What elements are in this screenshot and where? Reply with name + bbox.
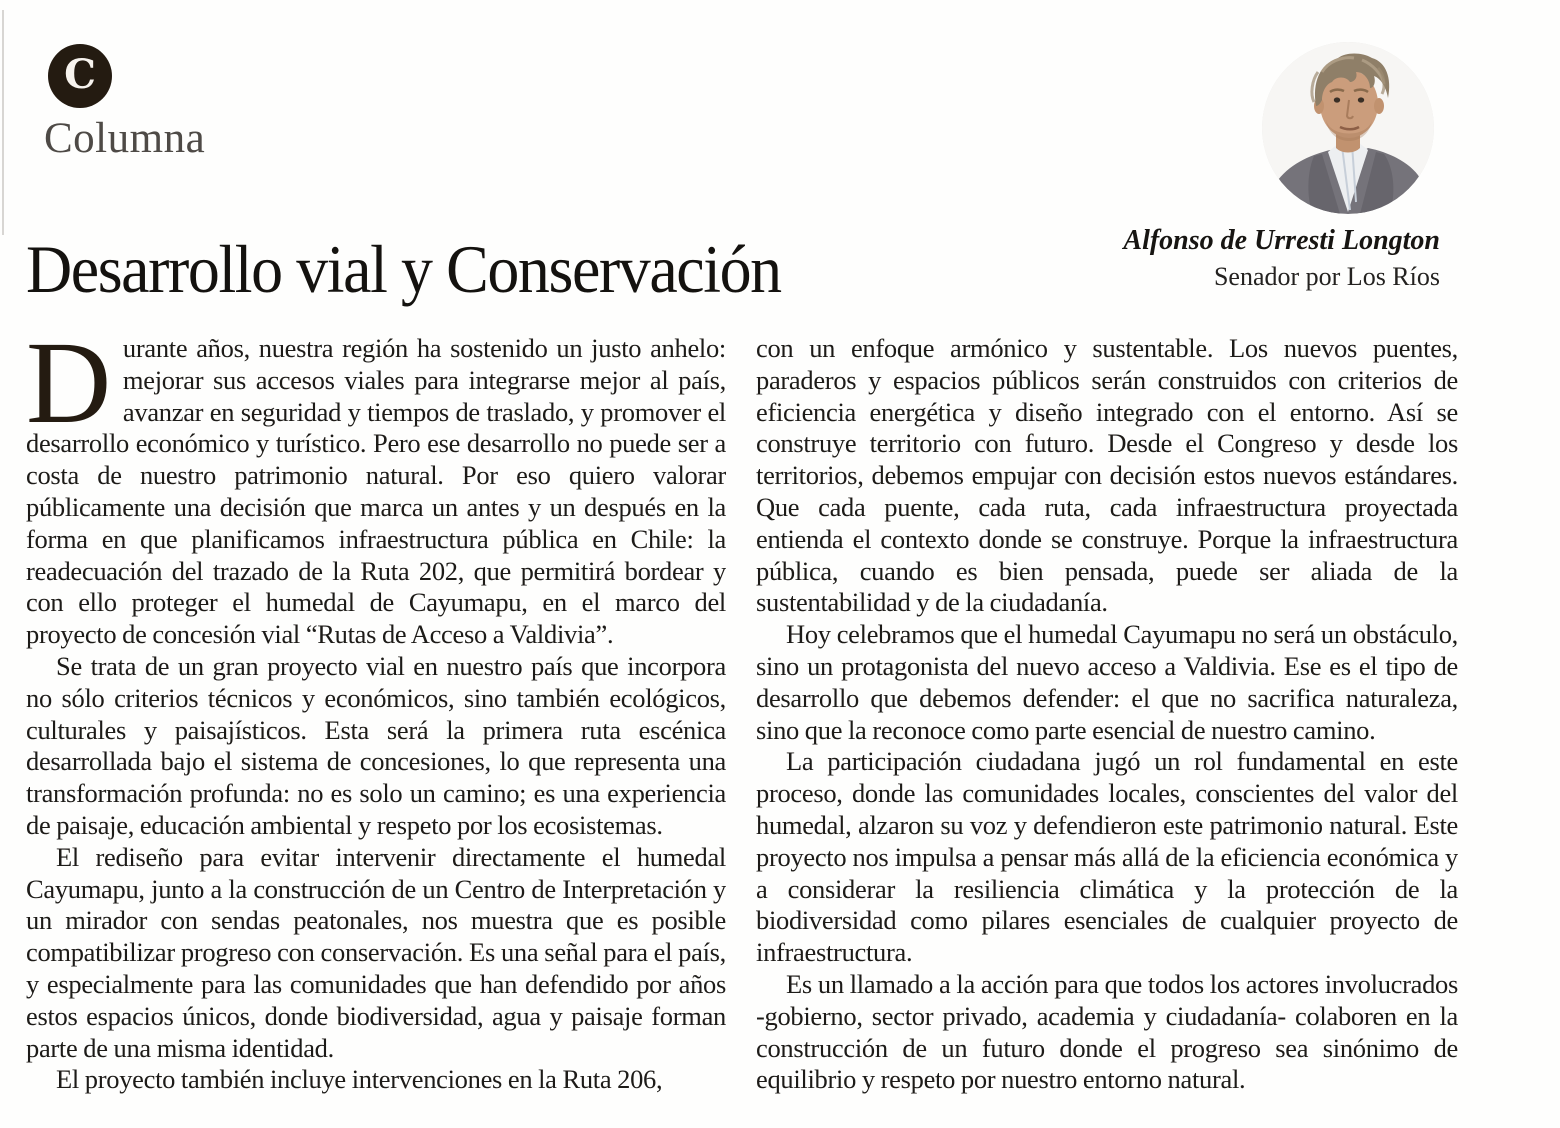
paragraph: El proyecto también incluye intervencion… [56,1064,663,1095]
paragraph: Hoy celebramos que el humedal Cayumapu n… [756,619,1458,745]
author-role: Senador por Los Ríos [1213,261,1440,291]
section-label: Columna [44,115,206,162]
logo-letter-icon: C [64,51,96,98]
author-portrait-photo [1262,42,1434,214]
paragraph-continuation: con un enfoque armónico y sustentable. L… [756,333,1458,618]
author-name: Alfonso de Urresti Longton [1123,225,1440,256]
article-column-right: con un enfoque armónico y sustentable. L… [756,333,1458,1125]
paragraph: Es un llamado a la acción para que todos… [756,968,1458,1095]
drop-cap: D [26,333,111,448]
portrait-illustration [1262,42,1434,214]
paragraph-lead-text: urante años, nuestra región ha sostenido… [26,333,726,650]
article-headline: Desarrollo vial y Conservación [26,231,782,307]
paragraph: La participación ciudadana jugó un rol f… [756,746,1458,968]
paragraph: El rediseño para evitar intervenir direc… [26,841,726,1063]
scan-edge-artifact [2,10,4,235]
column-section-logo: C [48,44,112,108]
author-block: Alfonso de Urresti Longton Senador por L… [960,225,1440,291]
paragraph: Se trata de un gran proyecto vial en nue… [26,650,726,840]
